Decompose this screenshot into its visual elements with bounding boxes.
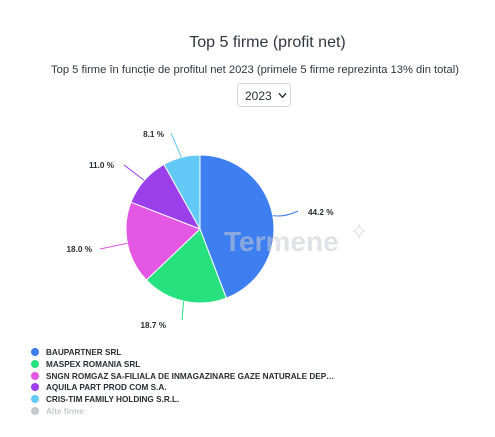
label-connector [272, 210, 299, 217]
label-connector [123, 164, 145, 181]
label-connector [181, 301, 185, 321]
legend-label: CRIS-TIM FAMILY HOLDING S.R.L. [46, 395, 180, 405]
slice-labels: 44.2 % 18.7 % 18.0 % 11.0 % 8.1 % [67, 130, 335, 330]
year-select-value: 2023 [245, 89, 272, 103]
slice-label: 11.0 % [89, 161, 115, 170]
pie-slices [125, 154, 275, 304]
slice-label: 18.7 % [141, 321, 167, 330]
legend-label: MASPEX ROMANIA SRL [46, 359, 141, 369]
legend-label: Alte firme [46, 406, 84, 416]
label-connector [99, 242, 128, 250]
legend-label: AQUILA PART PROD COM S.A. [46, 383, 167, 393]
year-select[interactable]: 2023 [237, 83, 291, 107]
sparkle-icon [352, 223, 366, 239]
legend-swatch [31, 383, 39, 392]
legend-swatch [31, 359, 39, 368]
watermark: Termene [224, 223, 366, 257]
slice-label: 44.2 % [308, 208, 334, 217]
chart-subtitle: Top 5 firme în funcție de profitul net 2… [51, 64, 459, 76]
pie-slice[interactable] [199, 154, 275, 299]
pie-slice[interactable] [145, 228, 228, 304]
legend-swatch [31, 371, 39, 380]
watermark-text: Termene [224, 226, 339, 257]
slice-label: 18.0 % [67, 245, 93, 254]
slice-label: 8.1 % [143, 130, 165, 139]
legend-swatch [31, 406, 39, 415]
legend-swatch [31, 348, 39, 356]
chevron-down-icon [278, 92, 287, 99]
label-connectors [99, 132, 299, 321]
label-connector [170, 132, 182, 158]
legend-label: SNGN ROMGAZ SA-FILIALA DE INMAGAZINARE G… [46, 371, 335, 381]
legend-swatch [31, 395, 39, 404]
legend-label: BAUPARTNER SRL [46, 348, 122, 357]
chart-title: Top 5 firme (profit net) [189, 34, 346, 51]
